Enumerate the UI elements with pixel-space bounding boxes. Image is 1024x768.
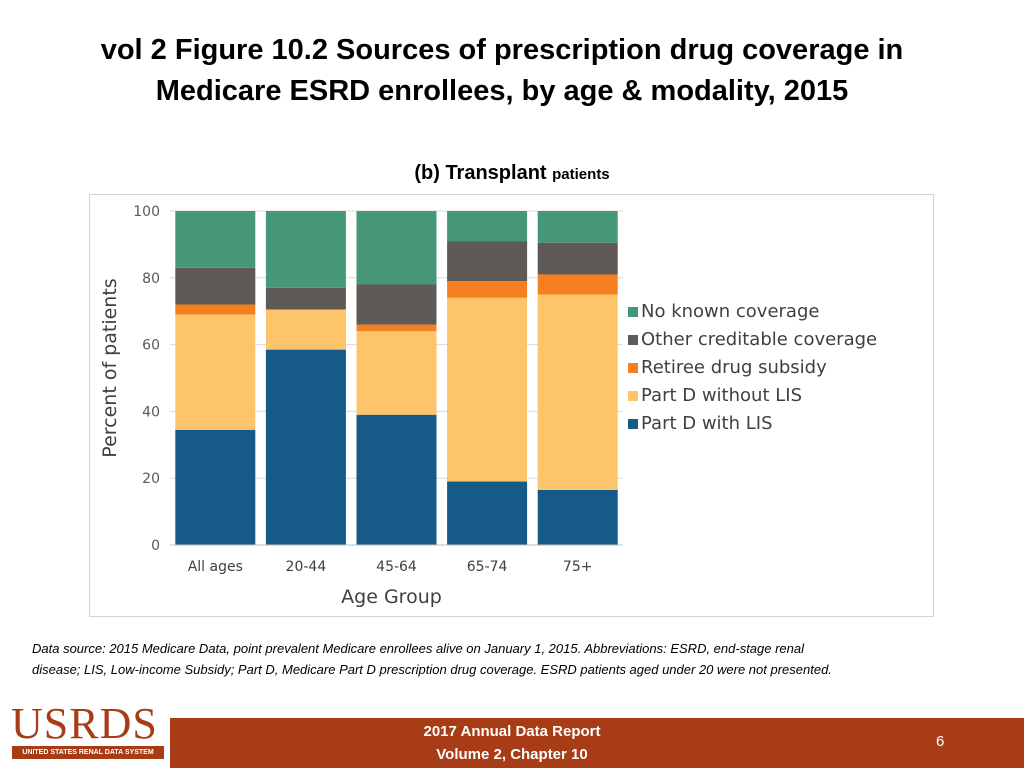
chart-frame: 0 20 40 60 80 100 All ages 20-44 45-64 65-74 75+ Ag… bbox=[89, 194, 934, 617]
y-tick-label-40: 40 bbox=[142, 404, 160, 420]
report-line2: Volume 2, Chapter 10 bbox=[436, 746, 588, 763]
chart-subtitle: (b) Transplant patients bbox=[300, 162, 724, 185]
y-axis-title: Percent of patients bbox=[99, 278, 121, 457]
bar-75-no-known-coverage bbox=[537, 211, 618, 243]
data-source-footnote: Data source: 2015 Medicare Data, point p… bbox=[32, 638, 992, 680]
stacked-bar-chart: 0 20 40 60 80 100 All ages 20-44 45-64 65-74 75+ Ag… bbox=[99, 204, 877, 608]
y-tick-label-60: 60 bbox=[142, 338, 160, 354]
y-tick-label-20: 20 bbox=[142, 471, 160, 487]
x-tick-label-75: 75+ bbox=[563, 559, 593, 575]
bar-20-44-other-creditable-coverage bbox=[265, 287, 346, 310]
bar-all-ages-retiree-drug-subsidy bbox=[175, 304, 256, 315]
legend-swatch-other-creditable-coverage bbox=[628, 335, 638, 345]
report-line1: 2017 Annual Data Report bbox=[423, 723, 601, 740]
bar-75-part-d-without-lis bbox=[537, 294, 618, 490]
footnote-line1: Data source: 2015 Medicare Data, point p… bbox=[32, 641, 805, 656]
report-label: 2017 Annual Data Report Volume 2, Chapte… bbox=[362, 720, 662, 766]
bar-20-44-no-known-coverage bbox=[265, 211, 346, 288]
slide-title-line1: vol 2 Figure 10.2 Sources of prescriptio… bbox=[100, 34, 904, 66]
bar-65-74-part-d-with-lis bbox=[447, 481, 528, 545]
bar-20-44-part-d-without-lis bbox=[265, 309, 346, 350]
bar-45-64-no-known-coverage bbox=[356, 211, 437, 285]
legend-label-no-known-coverage: No known coverage bbox=[641, 301, 819, 322]
x-tick-label-all-ages: All ages bbox=[188, 559, 243, 575]
logo-text: USRDS bbox=[11, 699, 158, 748]
bar-75-part-d-with-lis bbox=[537, 489, 618, 545]
logo-subtitle: UNITED STATES RENAL DATA SYSTEM bbox=[12, 746, 164, 759]
bar-all-ages-other-creditable-coverage bbox=[175, 267, 256, 305]
x-axis-title: Age Group bbox=[341, 586, 442, 608]
y-tick-label-0: 0 bbox=[151, 538, 160, 554]
bar-45-64-part-d-with-lis bbox=[356, 414, 437, 545]
footnote-line2: disease; LIS, Low-income Subsidy; Part D… bbox=[32, 662, 832, 677]
x-tick-label-45-64: 45-64 bbox=[376, 559, 417, 575]
bar-65-74-part-d-without-lis bbox=[447, 297, 528, 482]
y-tick-label-100: 100 bbox=[133, 204, 160, 220]
bar-all-ages-part-d-without-lis bbox=[175, 314, 256, 430]
bar-65-74-retiree-drug-subsidy bbox=[447, 281, 528, 298]
bar-45-64-other-creditable-coverage bbox=[356, 284, 437, 325]
legend-label-part-d-without-lis: Part D without LIS bbox=[641, 385, 802, 406]
legend-label-retiree-drug-subsidy: Retiree drug subsidy bbox=[641, 357, 827, 378]
legend-label-part-d-with-lis: Part D with LIS bbox=[641, 413, 773, 434]
legend-swatch-part-d-without-lis bbox=[628, 391, 638, 401]
chart-subtitle-small: patients bbox=[552, 166, 610, 183]
chart-subtitle-main: (b) Transplant bbox=[414, 162, 547, 184]
y-tick-label-80: 80 bbox=[142, 271, 160, 287]
bar-20-44-part-d-with-lis bbox=[265, 349, 346, 545]
footer-bar bbox=[0, 718, 1024, 768]
bar-45-64-part-d-without-lis bbox=[356, 331, 437, 415]
legend-swatch-part-d-with-lis bbox=[628, 419, 638, 429]
bar-75-retiree-drug-subsidy bbox=[537, 274, 618, 295]
x-tick-label-20-44: 20-44 bbox=[286, 559, 327, 575]
bar-all-ages-part-d-with-lis bbox=[175, 429, 256, 545]
bar-all-ages-no-known-coverage bbox=[175, 211, 256, 268]
bar-75-other-creditable-coverage bbox=[537, 242, 618, 275]
bar-65-74-other-creditable-coverage bbox=[447, 241, 528, 282]
x-tick-label-65-74: 65-74 bbox=[467, 559, 508, 575]
slide-title-line2: Medicare ESRD enrollees, by age & modali… bbox=[155, 75, 849, 107]
legend-swatch-retiree-drug-subsidy bbox=[628, 363, 638, 373]
legend-label-other-creditable-coverage: Other creditable coverage bbox=[641, 329, 877, 350]
page-number: 6 bbox=[936, 733, 945, 750]
legend-swatch-no-known-coverage bbox=[628, 307, 638, 317]
bar-45-64-retiree-drug-subsidy bbox=[356, 324, 437, 332]
slide-title: vol 2 Figure 10.2 Sources of prescriptio… bbox=[40, 30, 964, 112]
bar-65-74-no-known-coverage bbox=[447, 211, 528, 242]
